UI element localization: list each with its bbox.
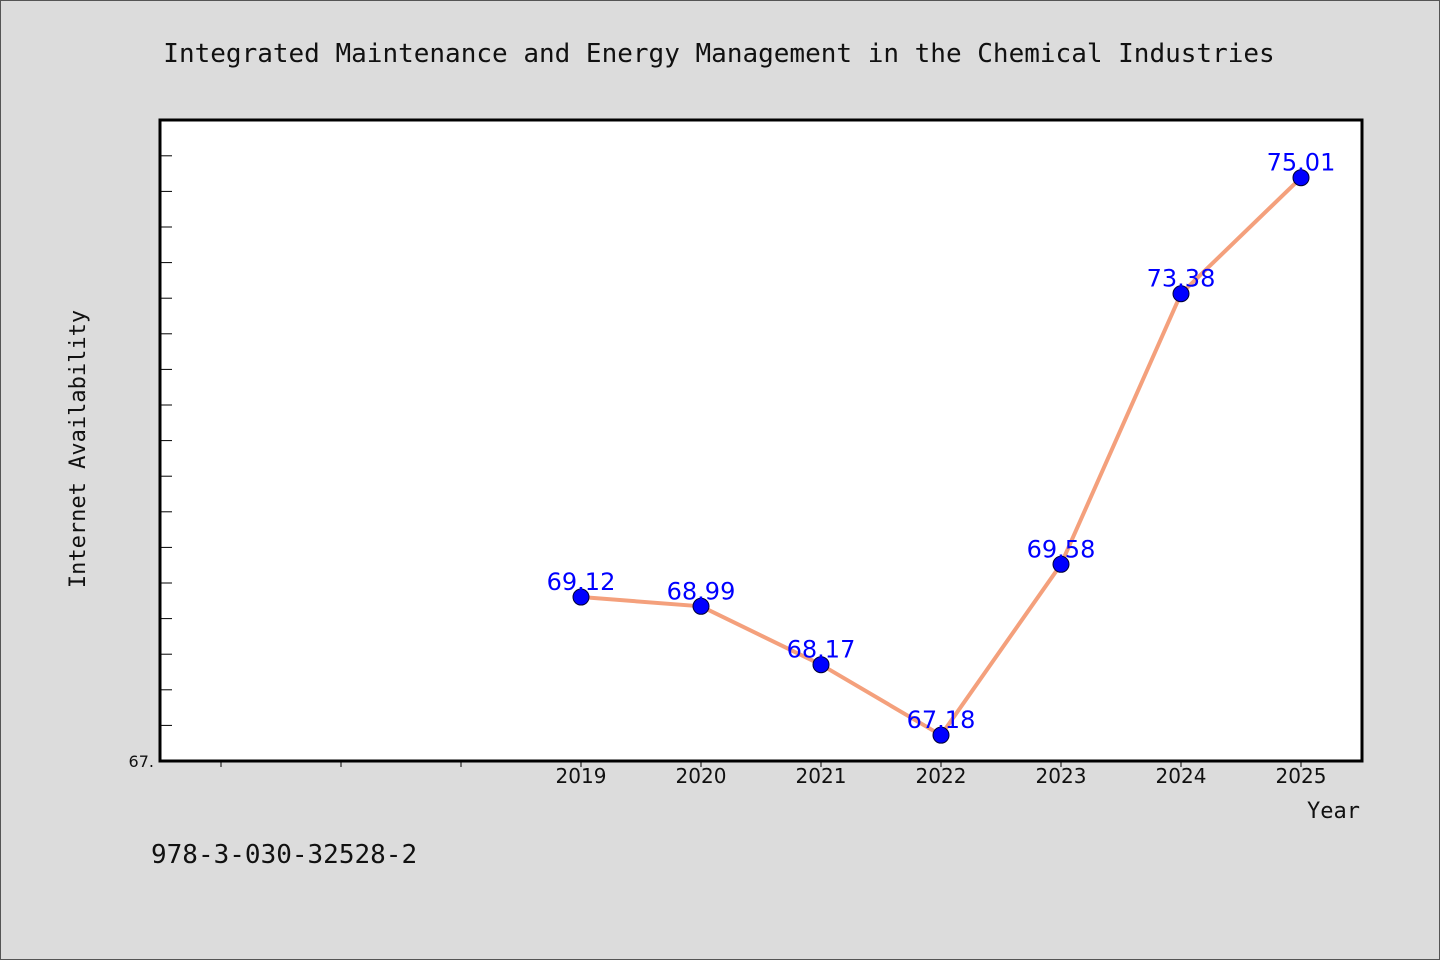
data-label: 69.58 [1027,535,1096,563]
x-tick-label: 2025 [1276,764,1327,788]
data-label: 75.01 [1267,149,1336,177]
isbn-text: 978-3-030-32528-2 [151,840,417,870]
data-label: 67.18 [907,706,976,734]
x-axis-label: Year [1307,799,1360,824]
data-point [1172,285,1190,303]
data-point [1292,169,1310,187]
data-point [692,597,710,615]
x-tick-label: 2022 [916,764,967,788]
series-markers [572,169,1310,744]
data-point [572,588,590,606]
data-point [1052,555,1070,573]
data-label: 68.99 [667,577,736,605]
data-point [812,656,830,674]
data-labels: 69.12 68.99 68.17 67.18 69.58 73.38 75.01 [547,149,1336,734]
x-tick-label: 2021 [796,764,847,788]
data-point [932,726,950,744]
chart-title: Integrated Maintenance and Energy Manage… [163,39,1274,69]
x-axis-ticks [220,761,1302,767]
data-label: 68.17 [787,636,856,664]
y-axis-label: Internet Availability [66,310,91,588]
x-axis-tick-labels: 2019 2020 2021 2022 2023 2024 2025 [556,764,1327,788]
x-tick-label: 2024 [1156,764,1207,788]
y-axis-ticks [160,119,172,762]
x-tick-label: 2023 [1036,764,1087,788]
data-label: 73.38 [1147,265,1216,293]
x-tick-label: 2019 [556,764,607,788]
plot-area [158,118,1364,763]
data-label: 69.12 [547,568,616,596]
y-tick-label: 67. [129,752,154,771]
x-tick-label: 2020 [676,764,727,788]
